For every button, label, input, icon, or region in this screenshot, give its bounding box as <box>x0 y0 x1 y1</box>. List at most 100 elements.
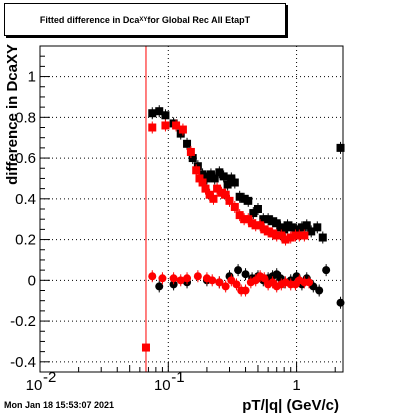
data-point-square <box>281 235 290 244</box>
data-point-circle <box>193 272 202 281</box>
title-text-post: for Global Rec All EtapT <box>147 14 251 25</box>
data-point-circle <box>232 280 241 289</box>
data-point-square <box>268 229 277 238</box>
data-point-square <box>188 154 197 163</box>
data-point-square <box>264 227 273 236</box>
data-point-square <box>287 223 296 232</box>
title-subscript: XY <box>139 16 148 23</box>
data-point-square <box>195 174 204 183</box>
data-point-square <box>286 233 295 242</box>
data-point-square <box>178 125 187 134</box>
data-point-square <box>230 178 239 187</box>
data-point-square <box>240 215 249 224</box>
data-point-circle <box>241 286 250 295</box>
data-point-square <box>223 180 232 189</box>
data-point-square <box>272 231 281 240</box>
data-point-square <box>225 196 234 205</box>
x-tick-label: 10 <box>154 377 171 394</box>
x-axis-title: pT/|q| (GeV/c) <box>242 397 339 414</box>
data-point-square <box>264 215 273 224</box>
y-tick-label: 0.6 <box>15 150 36 167</box>
data-point-square <box>227 174 236 183</box>
axis-layer <box>39 45 344 373</box>
data-point-square <box>186 147 195 156</box>
data-point-square <box>215 168 224 177</box>
grid-layer <box>40 46 343 372</box>
data-point-square <box>155 107 164 116</box>
data-point-square <box>307 227 316 236</box>
data-point-circle <box>234 266 243 275</box>
data-point-square <box>280 225 289 234</box>
data-point-square <box>235 211 244 220</box>
x-tick-label-exponent: -2 <box>43 369 56 386</box>
data-point-square <box>221 190 230 199</box>
data-point-square <box>202 174 211 183</box>
data-point-square <box>209 194 218 203</box>
x-tick-label-exponent: -1 <box>171 369 184 386</box>
y-tick-label: -0.2 <box>10 313 36 330</box>
data-point-circle <box>241 270 250 279</box>
data-point-square <box>297 223 306 232</box>
data-point-square <box>256 221 265 230</box>
y-tick-label: -0.4 <box>10 354 36 371</box>
data-point-square <box>210 174 219 183</box>
data-point-circle <box>176 276 185 285</box>
data-point-square <box>235 192 244 201</box>
data-point-circle <box>260 274 269 283</box>
data-point-square <box>193 162 202 171</box>
data-point-square <box>213 184 222 193</box>
data-point-square <box>148 123 157 132</box>
data-point-square <box>336 143 345 152</box>
plot-title-box: Fitted difference in Dca XY for Global Re… <box>4 3 286 36</box>
data-point-square <box>313 223 322 232</box>
data-point-square <box>251 221 260 230</box>
y-tick-label: 0.4 <box>15 191 36 208</box>
data-point-square <box>217 188 226 197</box>
plot-frame <box>39 45 344 373</box>
data-point-square <box>244 215 253 224</box>
y-tick-label: 0.2 <box>15 232 36 249</box>
timestamp: Mon Jan 18 15:53:07 2021 <box>4 400 115 410</box>
data-point-square <box>302 221 311 230</box>
y-axis-title: difference in DcaXY <box>4 44 21 185</box>
data-point-square <box>148 109 157 118</box>
x-tick-label: 10 <box>26 377 43 394</box>
data-point-square <box>300 231 309 240</box>
data-point-circle <box>215 278 224 287</box>
y-tick-label: 1 <box>28 69 36 86</box>
data-point-circle <box>305 278 314 287</box>
x-tick-label: 1 <box>292 377 300 394</box>
data-point-square <box>172 121 181 130</box>
data-point-square <box>277 231 286 240</box>
data-point-square <box>244 196 253 205</box>
data-point-square <box>206 170 215 179</box>
data-point-square <box>161 111 170 120</box>
data-point-square <box>176 129 185 138</box>
data-point-circle <box>169 274 178 283</box>
data-point-circle <box>169 280 178 289</box>
y-tick-label: 0 <box>28 272 36 289</box>
data-point-circle <box>208 276 217 285</box>
data-point-square <box>259 215 268 224</box>
data-point-circle <box>148 272 157 281</box>
data-point-circle <box>183 274 192 283</box>
data-point-square <box>295 231 304 240</box>
data-point-square <box>230 202 239 211</box>
y-tick-label: 0.8 <box>15 109 36 126</box>
data-point-square <box>205 190 214 199</box>
data-point-circle <box>221 282 230 291</box>
data-point-square <box>183 139 192 148</box>
data-point-square <box>318 233 327 242</box>
data-point-square <box>198 178 207 187</box>
data-point-square <box>198 170 207 179</box>
data-point-square <box>249 209 258 218</box>
data-point-square <box>283 221 292 230</box>
data-point-square <box>272 219 281 228</box>
data-point-square <box>161 121 170 130</box>
data-point-circle <box>155 282 164 291</box>
data-point-square <box>201 184 210 193</box>
data-point-square <box>240 194 249 203</box>
